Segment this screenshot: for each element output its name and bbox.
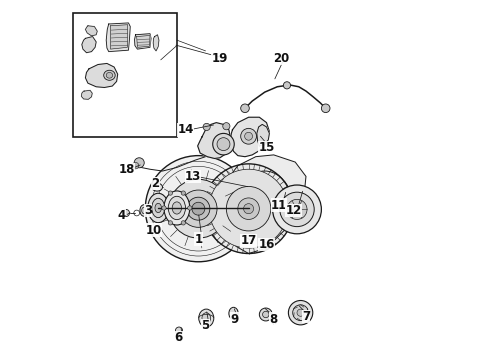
Circle shape	[217, 138, 230, 150]
Polygon shape	[81, 90, 92, 99]
Circle shape	[132, 162, 139, 169]
Circle shape	[321, 104, 330, 113]
Text: 5: 5	[201, 319, 210, 332]
Circle shape	[223, 123, 230, 130]
Circle shape	[187, 197, 210, 220]
Text: 7: 7	[302, 310, 310, 323]
Circle shape	[209, 169, 288, 248]
Text: 19: 19	[212, 51, 228, 64]
Circle shape	[244, 204, 254, 214]
Ellipse shape	[142, 207, 146, 214]
Polygon shape	[225, 155, 306, 253]
Polygon shape	[135, 34, 151, 49]
Ellipse shape	[140, 205, 148, 216]
Circle shape	[146, 156, 251, 262]
Text: 17: 17	[241, 234, 257, 247]
Text: 3: 3	[144, 204, 152, 217]
Ellipse shape	[168, 196, 186, 220]
Text: 16: 16	[258, 238, 275, 251]
Circle shape	[175, 327, 183, 334]
Polygon shape	[82, 37, 96, 53]
Text: 10: 10	[146, 224, 162, 237]
Circle shape	[168, 191, 172, 195]
Ellipse shape	[199, 309, 214, 327]
Polygon shape	[153, 35, 159, 51]
Ellipse shape	[164, 191, 190, 225]
Circle shape	[162, 206, 166, 210]
Circle shape	[181, 221, 186, 225]
Circle shape	[226, 186, 271, 231]
Text: 18: 18	[119, 163, 135, 176]
Circle shape	[122, 210, 129, 217]
Circle shape	[169, 179, 228, 238]
Circle shape	[203, 123, 210, 131]
Circle shape	[181, 191, 186, 195]
Circle shape	[280, 192, 314, 226]
Polygon shape	[231, 117, 270, 157]
Ellipse shape	[202, 313, 211, 323]
Bar	[73, 13, 177, 137]
Text: 12: 12	[285, 204, 301, 217]
Circle shape	[287, 199, 307, 220]
Circle shape	[134, 158, 144, 168]
Circle shape	[259, 308, 272, 321]
Ellipse shape	[104, 70, 115, 80]
Circle shape	[297, 309, 304, 316]
Text: 4: 4	[117, 210, 125, 222]
Circle shape	[213, 134, 234, 155]
Polygon shape	[137, 36, 150, 47]
Circle shape	[188, 206, 192, 210]
Text: 20: 20	[273, 51, 289, 64]
Circle shape	[245, 132, 252, 140]
Text: 1: 1	[195, 233, 202, 246]
Ellipse shape	[172, 202, 181, 214]
Ellipse shape	[229, 307, 238, 319]
Circle shape	[289, 301, 313, 325]
Circle shape	[263, 311, 269, 318]
Ellipse shape	[155, 203, 161, 213]
Circle shape	[204, 164, 294, 253]
Circle shape	[293, 205, 301, 214]
Circle shape	[241, 129, 256, 144]
Text: 14: 14	[178, 123, 194, 136]
Circle shape	[272, 185, 321, 234]
Text: 9: 9	[230, 312, 238, 326]
Text: 15: 15	[258, 141, 275, 154]
Circle shape	[283, 82, 291, 89]
Text: 13: 13	[185, 170, 201, 183]
Ellipse shape	[152, 198, 165, 218]
Polygon shape	[85, 26, 97, 36]
Text: 6: 6	[174, 331, 183, 344]
Ellipse shape	[106, 72, 113, 78]
Polygon shape	[106, 23, 130, 51]
Text: 2: 2	[151, 177, 159, 190]
Circle shape	[238, 198, 259, 220]
Circle shape	[293, 305, 309, 320]
Ellipse shape	[148, 193, 169, 223]
Text: 11: 11	[271, 199, 287, 212]
Polygon shape	[197, 123, 231, 158]
Polygon shape	[111, 25, 128, 49]
Circle shape	[192, 202, 205, 215]
Circle shape	[180, 190, 217, 227]
Circle shape	[168, 221, 172, 225]
Polygon shape	[85, 63, 118, 87]
Ellipse shape	[152, 183, 163, 191]
Text: 8: 8	[270, 312, 278, 326]
Polygon shape	[257, 125, 270, 146]
Circle shape	[241, 104, 249, 113]
